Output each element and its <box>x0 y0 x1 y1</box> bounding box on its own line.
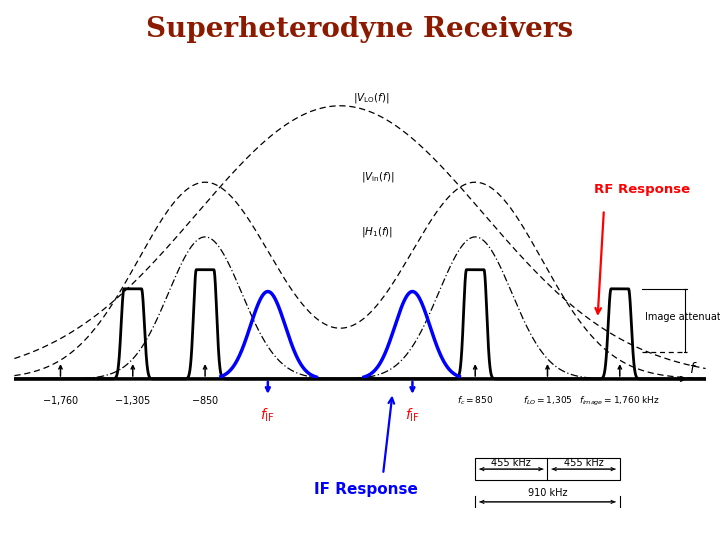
Text: $-850$: $-850$ <box>191 394 219 406</box>
Text: RF Response: RF Response <box>595 183 690 196</box>
Text: $|V_{\rm{in}}(f)|$: $|V_{\rm{in}}(f)|$ <box>361 170 395 184</box>
Text: $|H_1(f)|$: $|H_1(f)|$ <box>361 225 393 239</box>
Text: IF Response: IF Response <box>315 482 418 497</box>
Text: 910 kHz: 910 kHz <box>528 488 567 498</box>
Text: $|V_{\rm{LO}}(f)|$: $|V_{\rm{LO}}(f)|$ <box>353 91 390 105</box>
Text: Image attenuation: Image attenuation <box>645 312 720 322</box>
Text: $-1{,}760$: $-1{,}760$ <box>42 394 79 407</box>
Text: $f_{image} = 1{,}760\ \rm{kHz}$: $f_{image} = 1{,}760\ \rm{kHz}$ <box>580 395 660 408</box>
Text: $f_c = 850$: $f_c = 850$ <box>457 395 493 407</box>
Text: $f_\mathrm{IF}$: $f_\mathrm{IF}$ <box>405 407 420 424</box>
Text: 455 kHz: 455 kHz <box>564 458 603 468</box>
Text: $f_{LO} = 1{,}305$: $f_{LO} = 1{,}305$ <box>523 395 572 407</box>
Bar <box>475 458 620 480</box>
Text: 455 kHz: 455 kHz <box>492 458 531 468</box>
Text: $-1{,}305$: $-1{,}305$ <box>114 394 151 407</box>
Text: $f$: $f$ <box>688 361 697 376</box>
Text: $f_\mathrm{IF}$: $f_\mathrm{IF}$ <box>261 407 275 424</box>
Text: Superheterodyne Receivers: Superheterodyne Receivers <box>146 16 574 43</box>
